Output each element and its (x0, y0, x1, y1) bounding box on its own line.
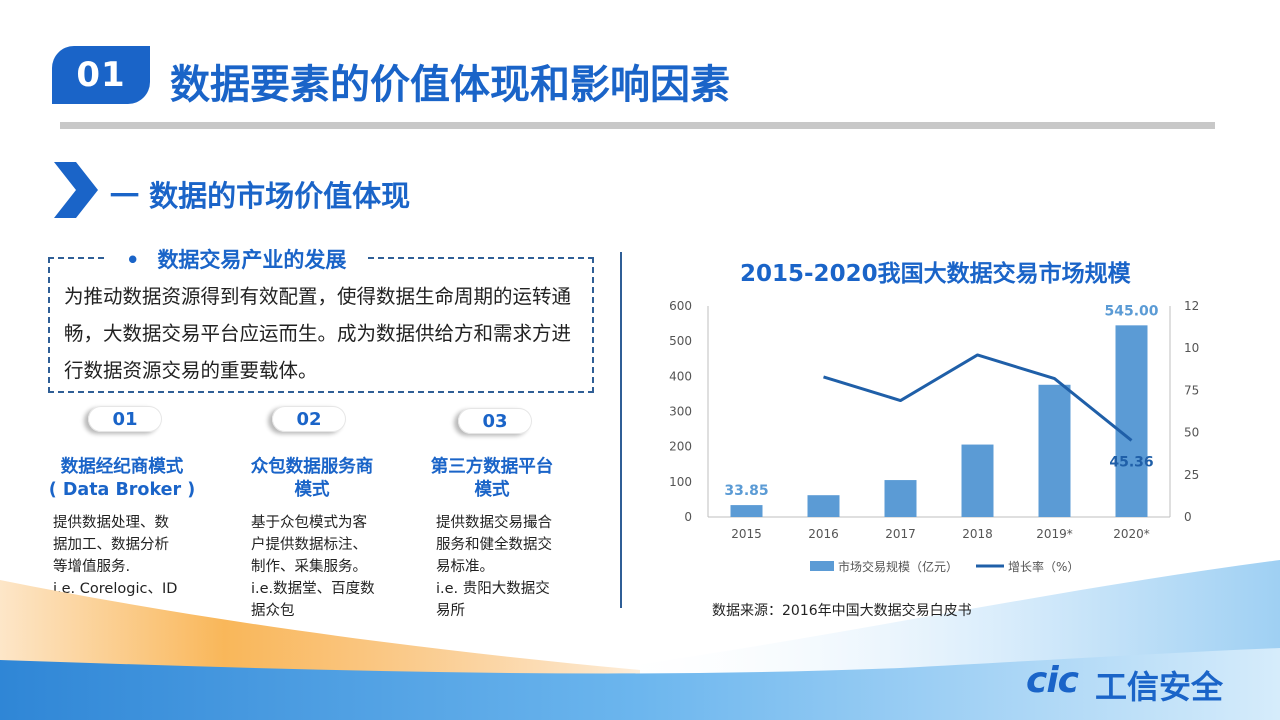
model-description: 提供数据交易撮合 服务和健全数据交 易标准。 i.e. 贵阳大数据交 易所 (436, 512, 596, 622)
page-title: 数据要素的价值体现和影响因素 (170, 62, 730, 108)
model-title: 第三方数据平台 模式 (412, 456, 572, 502)
model-title: 众包数据服务商 模式 (232, 456, 392, 502)
x-tick-label: 2016 (808, 527, 839, 541)
model-number-badge: 03 (458, 408, 532, 434)
growth-rate-line (823, 353, 1133, 442)
model-desc-line: 基于众包模式为客 (251, 515, 367, 531)
header-divider (60, 122, 1215, 129)
intro-box-heading: • 数据交易产业的发展 (108, 244, 365, 274)
x-tick-label: 2015 (731, 527, 762, 541)
model-desc-line: i.e. Corelogic、ID (53, 581, 178, 597)
legend-label: 增长率（%） (1008, 559, 1079, 574)
model-desc-line: 制作、采集服务。 (251, 559, 367, 575)
market-scale-chart: 0 100 200 300 400 500 600 0 25 50 75 100 125 2015 2016… (669, 299, 1200, 574)
bar (807, 495, 840, 517)
intro-box-text: 为推动数据资源得到有效配置，使得数据生命周期的运转通畅，大数据交易平台应运而生。… (64, 285, 572, 382)
model-title-line: 模式 (474, 480, 510, 500)
y-right-tick-label: 75 (1184, 383, 1199, 397)
y-right-tick-label: 50 (1184, 426, 1199, 440)
column-divider (620, 252, 622, 608)
y-right-tick-label: 0 (1184, 510, 1192, 524)
y-left-tick-label: 100 (669, 475, 692, 489)
data-label: 45.36 (1109, 454, 1153, 470)
data-label: 545.00 (1104, 303, 1158, 319)
model-desc-line: 提供数据交易撮合 (436, 515, 552, 531)
model-desc-line: 易标准。 (436, 559, 494, 575)
bar (730, 505, 763, 517)
model-title-line: 众包数据服务商 (250, 457, 374, 477)
model-number-badge: 02 (272, 406, 346, 432)
model-title: 数据经纪商模式 ( Data Broker ) (42, 456, 202, 502)
x-tick-label: 2018 (962, 527, 993, 541)
model-description: 基于众包模式为客 户提供数据标注、 制作、采集服务。 i.e.数据堂、百度数 据… (251, 512, 411, 622)
y-right-tick-label: 100 (1184, 341, 1200, 355)
model-desc-line: 服务和健全数据交 (436, 537, 552, 553)
model-desc-line: 据加工、数据分析 (53, 537, 169, 553)
intro-heading-text: 数据交易产业的发展 (157, 248, 347, 272)
model-desc-line: i.e. 贵阳大数据交 (436, 581, 550, 597)
y-right-tick-label: 25 (1184, 468, 1199, 482)
y-left-tick-label: 0 (684, 510, 692, 524)
data-label: 33.85 (724, 483, 768, 499)
bullet-icon: • (126, 248, 140, 272)
logo-text: 工信安全 (1095, 668, 1224, 706)
chart-title: 2015-2020我国大数据交易市场规模 (740, 261, 1131, 287)
bar (884, 480, 917, 517)
x-tick-label: 2017 (885, 527, 916, 541)
model-desc-line: 提供数据处理、数 (53, 515, 169, 531)
bar (961, 444, 994, 517)
bar (1038, 384, 1071, 517)
legend-swatch-bar (810, 561, 834, 571)
model-desc-line: 易所 (436, 603, 465, 619)
x-tick-label: 2019* (1036, 527, 1073, 541)
model-desc-line: i.e.数据堂、百度数 (251, 581, 375, 597)
y-left-tick-label: 400 (669, 369, 692, 383)
model-title-line: 模式 (294, 480, 330, 500)
model-desc-line: 等增值服务. (53, 559, 131, 575)
model-desc-line: 户提供数据标注、 (251, 537, 367, 553)
y-right-tick-label: 125 (1184, 299, 1200, 313)
model-title-line: 数据经纪商模式 (60, 457, 184, 477)
cic-logo-mark: cic (1026, 660, 1079, 701)
y-left-tick-label: 600 (669, 299, 692, 313)
section-subtitle: 一 数据的市场价值体现 (110, 179, 411, 213)
legend-label: 市场交易规模（亿元） (838, 559, 958, 574)
y-left-tick-label: 500 (669, 334, 692, 348)
x-tick-label: 2020* (1113, 527, 1150, 541)
y-left-tick-label: 200 (669, 440, 692, 454)
section-number-badge: 01 (52, 46, 150, 104)
footer-wave-decoration (0, 560, 1280, 720)
model-description: 提供数据处理、数 据加工、数据分析 等增值服务. i.e. Corelogic、… (53, 512, 213, 622)
model-title-line: 第三方数据平台 (430, 457, 554, 477)
model-desc-line: 据众包 (251, 603, 295, 619)
y-left-tick-label: 300 (669, 405, 692, 419)
data-source-note: 数据来源：2016年中国大数据交易白皮书 (712, 603, 972, 619)
bar (1115, 325, 1148, 517)
model-title-line: ( Data Broker ) (48, 480, 196, 500)
chevron-right-icon (54, 162, 98, 218)
model-number-badge: 01 (88, 406, 162, 432)
